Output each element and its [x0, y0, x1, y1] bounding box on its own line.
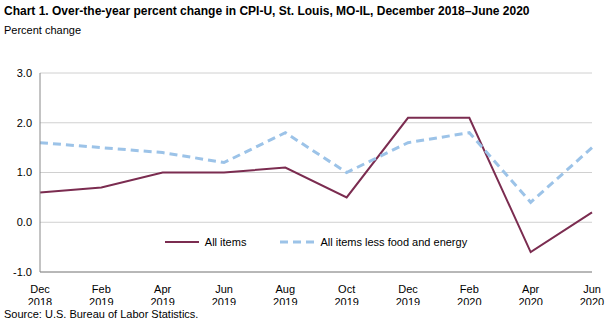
html-text:All items: All items — [204, 236, 247, 248]
svg-text:3.0: 3.0 — [17, 67, 32, 79]
svg-text:Jun2020: Jun2020 — [580, 283, 600, 305]
svg-text:-1.0: -1.0 — [13, 266, 32, 278]
svg-text:Apr2019: Apr2019 — [150, 283, 174, 305]
html-text:All items less food and energy: All items less food and energy — [320, 236, 468, 248]
svg-text:2.0: 2.0 — [17, 117, 32, 129]
svg-text:0.0: 0.0 — [17, 216, 32, 228]
svg-text:Feb2020: Feb2020 — [457, 283, 481, 305]
svg-text:Feb2019: Feb2019 — [89, 283, 113, 305]
svg-text:Dec2019: Dec2019 — [396, 283, 420, 305]
html-text:Percent change: Percent change — [4, 24, 82, 36]
svg-text:1.0: 1.0 — [17, 166, 32, 178]
html-text:Chart 1. Over-the-year percent: Chart 1. Over-the-year percent change in… — [4, 4, 530, 18]
svg-text:Aug2019: Aug2019 — [273, 283, 297, 305]
svg-text:Apr2020: Apr2020 — [518, 283, 542, 305]
svg-text:Dec2018: Dec2018 — [28, 283, 52, 305]
svg-text:Jun2019: Jun2019 — [212, 283, 236, 305]
html-text:Source: U.S. Bureau of Labor S: Source: U.S. Bureau of Labor Statistics. — [4, 308, 199, 320]
svg-text:Oct2019: Oct2019 — [334, 283, 358, 305]
